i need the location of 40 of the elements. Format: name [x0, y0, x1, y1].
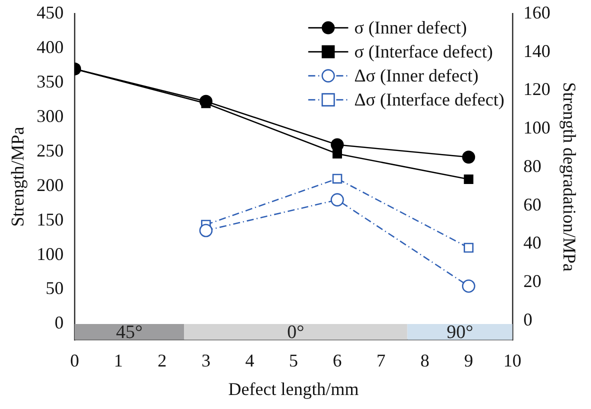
y-axis-title: Strength/MPa — [8, 126, 28, 227]
y2-tick-label: 40 — [523, 232, 542, 253]
y-tick-label: 100 — [36, 244, 64, 264]
y2-tick-label: 160 — [523, 2, 550, 23]
y-tick-label: 450 — [36, 2, 64, 23]
y2-axis-title: Strength degradation/MPa — [559, 82, 580, 272]
x-tick-label: 8 — [420, 350, 430, 370]
y2-tick-label: 140 — [523, 40, 550, 61]
x-tick-label: 10 — [503, 350, 522, 370]
y2-tick-label: 80 — [523, 156, 542, 176]
x-tick-label: 6 — [332, 350, 342, 370]
x-tick-label: 5 — [289, 350, 298, 370]
y-tick-label: 0 — [54, 312, 64, 333]
y-tick-label: 200 — [36, 174, 64, 195]
x-tick-label: 4 — [245, 350, 254, 370]
x-tick-label: 0 — [70, 350, 80, 370]
x-tick-label: 9 — [464, 350, 474, 370]
y-tick-label: 250 — [36, 140, 64, 160]
legend-label: σ (Inner defect) — [354, 18, 467, 38]
y-tick-label: 50 — [46, 278, 64, 298]
y-tick-label: 350 — [36, 71, 64, 92]
band-label: 90° — [446, 322, 474, 343]
legend-label: σ (Interface defect) — [354, 42, 493, 62]
y2-tick-label: 20 — [523, 271, 542, 292]
x-tick-label: 2 — [158, 350, 167, 370]
y2-tick-label: 120 — [523, 79, 550, 100]
x-tick-label: 7 — [376, 350, 386, 370]
y2-tick-label: 60 — [523, 194, 542, 214]
x-axis-title: Defect length/mm — [228, 378, 359, 399]
band-label: 45° — [116, 322, 143, 343]
x-tick-label: 1 — [114, 350, 123, 370]
y-tick-label: 400 — [36, 36, 64, 57]
y2-tick-label: 100 — [523, 118, 550, 138]
y-tick-label: 150 — [36, 209, 64, 230]
band-label: 0° — [287, 322, 304, 343]
legend-label: Δσ (Interface defect) — [354, 90, 504, 110]
y-tick-label: 300 — [36, 106, 64, 126]
legend-label: Δσ (Inner defect) — [354, 66, 478, 86]
y2-tick-label: 0 — [523, 309, 532, 330]
x-tick-label: 3 — [201, 350, 210, 370]
